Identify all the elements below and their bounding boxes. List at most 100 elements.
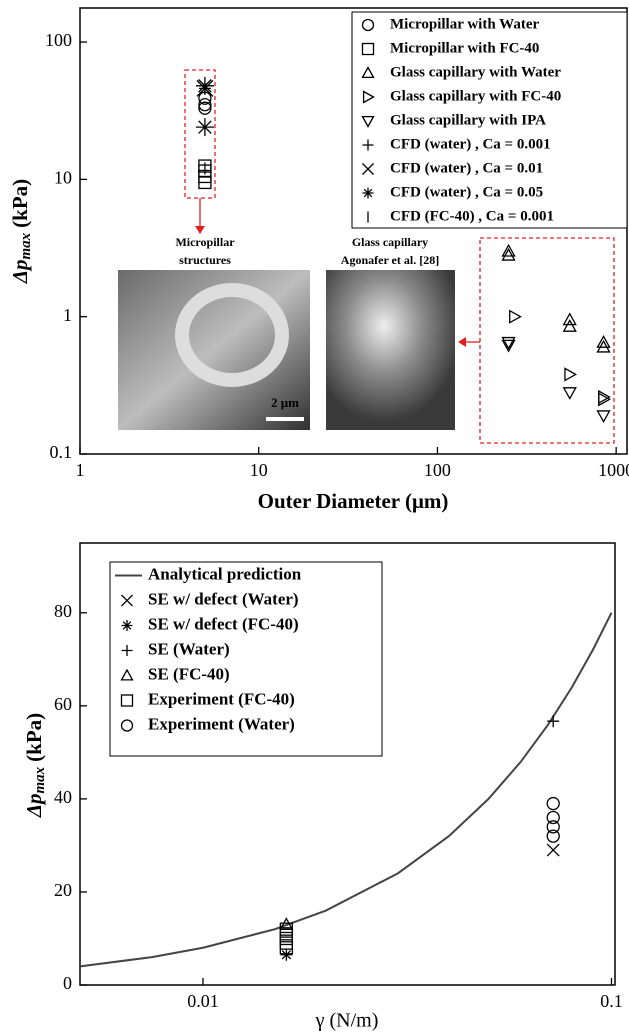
marker [361,115,375,128]
legend-box [351,11,628,229]
legend-box [109,561,383,757]
annotation: Micropillar [175,235,235,249]
y-axis-title: Δpmax (kPa) [8,179,35,284]
legend-label: SE w/ defect (FC-40) [148,614,299,633]
marker [121,620,133,631]
y-tick-label: 20 [54,880,72,900]
y-tick-label: 80 [54,601,72,621]
legend-label: CFD (FC-40) , Ca = 0.001 [390,208,554,224]
y-tick-label: 1 [63,305,72,325]
annotation: Glass capillary [352,235,428,249]
legend-label: CFD (water) , Ca = 0.01 [390,160,543,176]
legend-label: Glass capillary with IPA [390,112,546,128]
highlight-box [479,237,615,444]
marker [195,76,214,95]
annotation: Agonafer et al. [28] [341,253,439,267]
legend-label: SE w/ defect (Water) [148,589,299,608]
marker [362,187,374,199]
marker [501,243,516,257]
marker [564,367,578,382]
marker [279,936,294,950]
y-tick-label: 0.1 [50,442,73,462]
annotation: structures [179,253,231,267]
y-tick-label: 0 [63,973,72,993]
marker [546,843,560,857]
marker [362,139,374,151]
marker [596,335,611,348]
marker [509,309,522,324]
x-tick-label: 0.01 [187,991,219,1011]
marker [280,948,293,961]
marker [361,42,375,56]
marker [596,410,611,424]
capillary-image [326,270,455,430]
marker [362,90,375,104]
legend-label: Glass capillary with FC-40 [390,88,561,104]
y-tick-label: 60 [54,694,72,714]
marker [596,339,611,353]
annotation: 2 μm [271,395,299,410]
x-axis-title: γ (N/m) [315,1010,379,1032]
scale-bar [266,417,304,421]
legend-label: Experiment (Water) [148,714,295,733]
legend-label: CFD (water) , Ca = 0.001 [390,136,551,152]
arrow-head [195,226,205,234]
legend-label: Experiment (FC-40) [148,689,295,708]
y-tick-label: 40 [54,787,72,807]
marker [362,163,374,175]
y-axis-unit: (kPa) [22,713,46,762]
marker [279,941,294,955]
y-axis-symbol: Δp [22,794,46,819]
marker [198,101,212,115]
marker [598,392,611,407]
y-tick-label: 10 [54,167,72,187]
marker [121,594,133,607]
pillar-shape [175,283,289,387]
x-tick-label: 1 [76,460,85,480]
marker [562,319,577,332]
y-axis-subscript: max [18,232,34,259]
legend: Analytical prediction SE w/ defect (Water… [109,561,383,757]
y-tick-label: 100 [45,30,72,50]
legend-label: Glass capillary with Water [390,64,561,80]
y-axis-title: Δpmax (kPa) [22,713,49,818]
marker [120,668,134,681]
marker [121,645,133,656]
marker [501,336,516,350]
marker [546,820,560,834]
marker [547,715,560,728]
highlight-box [184,69,216,199]
plot-frame [79,7,628,455]
marker [546,810,560,825]
marker [120,719,134,732]
arrow-head [458,337,466,347]
marker [279,931,294,946]
legend-label: CFD (water) , Ca = 0.05 [390,184,543,200]
y-axis-symbol: Δp [8,260,32,285]
marker [198,175,212,190]
marker [361,18,375,32]
legend: Micropillar with Water Micropillar with F… [351,11,628,229]
marker [562,387,577,400]
marker [546,829,560,843]
marker [501,339,516,353]
marker [120,694,134,707]
x-axis-title: Outer Diameter (μm) [258,489,449,513]
x-tick-label: 100 [424,460,451,480]
x-tick-label: 10 [250,460,268,480]
y-axis-subscript: max [32,766,48,793]
legend-label: Micropillar with Water [390,16,539,32]
legend-label: SE (Water) [148,639,230,658]
plot-frame [79,542,616,986]
marker [501,247,516,261]
line [79,612,613,968]
marker [361,66,375,79]
marker [546,796,560,811]
legend-label: SE (FC-40) [148,664,230,683]
x-tick-label: 0.1 [600,991,623,1011]
legend-label: Micropillar with FC-40 [390,40,539,56]
marker [279,917,294,930]
